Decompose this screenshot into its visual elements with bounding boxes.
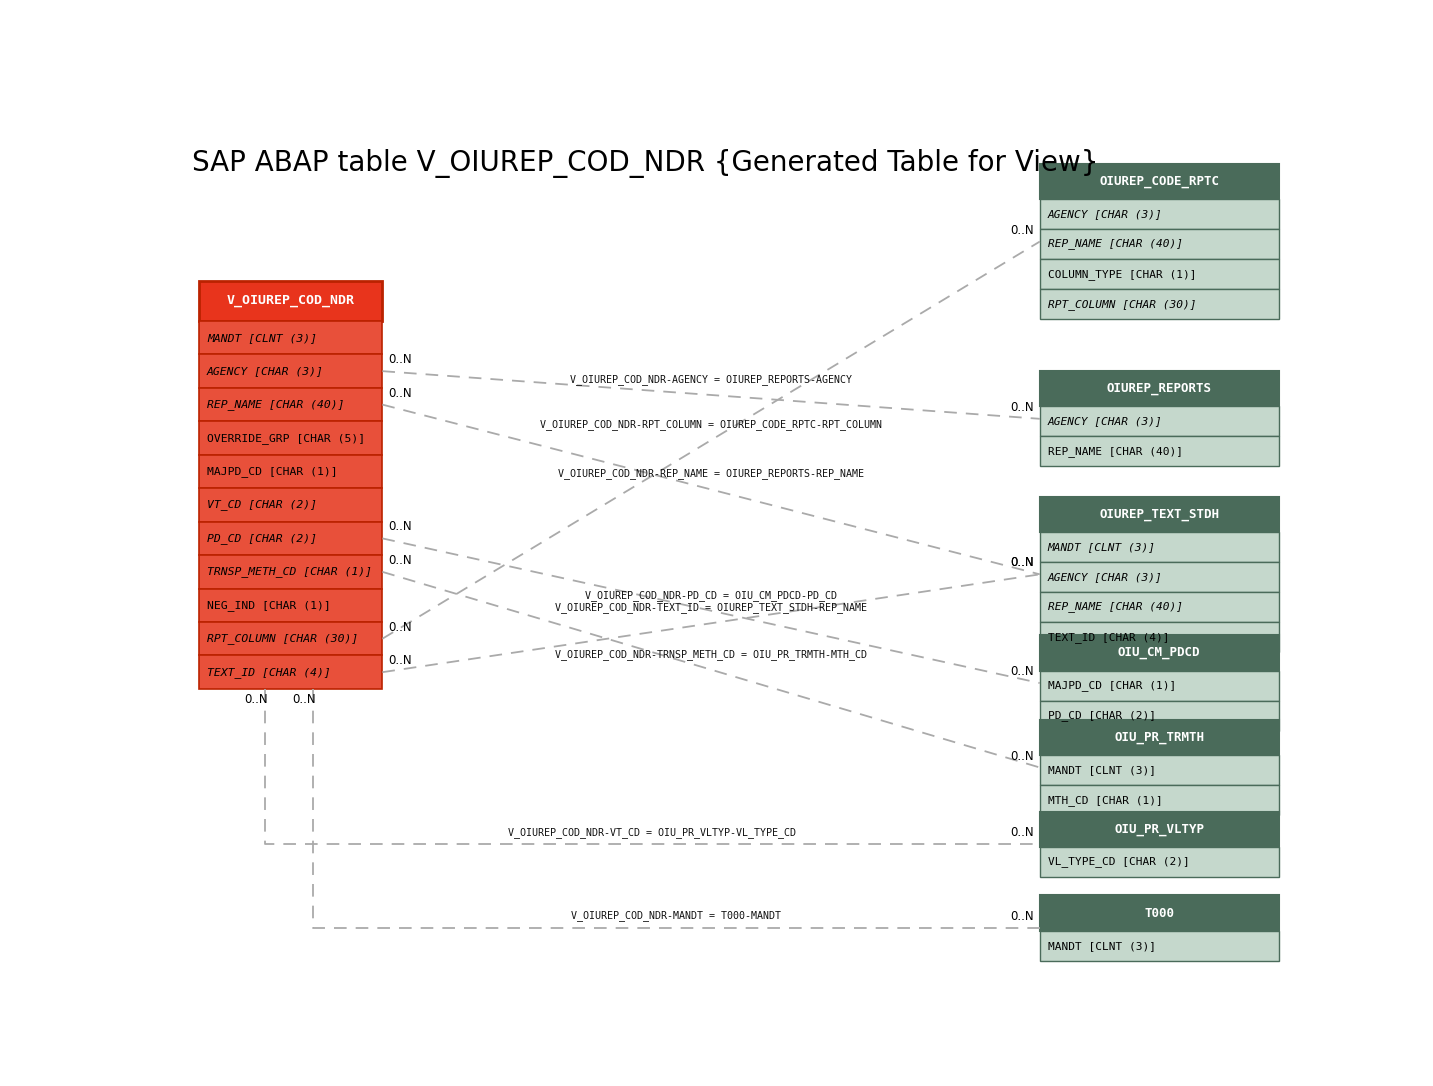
Text: MAJPD_CD [CHAR (1)]: MAJPD_CD [CHAR (1)] [206, 466, 338, 477]
Text: OIU_PR_TRMTH: OIU_PR_TRMTH [1115, 731, 1204, 744]
Text: MANDT [CLNT (3)]: MANDT [CLNT (3)] [206, 332, 317, 343]
Text: 0..N: 0..N [388, 621, 411, 634]
Text: 0..N: 0..N [245, 693, 268, 706]
FancyBboxPatch shape [1040, 670, 1278, 700]
Text: 0..N: 0..N [1010, 910, 1035, 923]
Text: T000: T000 [1144, 907, 1174, 920]
FancyBboxPatch shape [1040, 847, 1278, 877]
FancyBboxPatch shape [199, 489, 383, 521]
Text: V_OIUREP_COD_NDR-AGENCY = OIUREP_REPORTS-AGENCY: V_OIUREP_COD_NDR-AGENCY = OIUREP_REPORTS… [570, 374, 853, 384]
FancyBboxPatch shape [1040, 437, 1278, 467]
FancyBboxPatch shape [1040, 635, 1278, 670]
FancyBboxPatch shape [199, 589, 383, 622]
Text: PD_CD [CHAR (2)]: PD_CD [CHAR (2)] [1048, 710, 1155, 721]
FancyBboxPatch shape [1040, 199, 1278, 229]
FancyBboxPatch shape [1040, 812, 1278, 847]
Text: MANDT [CLNT (3)]: MANDT [CLNT (3)] [1048, 542, 1155, 552]
Text: AGENCY [CHAR (3)]: AGENCY [CHAR (3)] [1048, 572, 1162, 582]
Text: V_OIUREP_COD_NDR: V_OIUREP_COD_NDR [226, 294, 355, 307]
FancyBboxPatch shape [199, 421, 383, 455]
Text: RPT_COLUMN [CHAR (30)]: RPT_COLUMN [CHAR (30)] [1048, 299, 1197, 310]
FancyBboxPatch shape [1040, 289, 1278, 319]
Text: 0..N: 0..N [1010, 556, 1035, 569]
Text: SAP ABAP table V_OIUREP_COD_NDR {Generated Table for View}: SAP ABAP table V_OIUREP_COD_NDR {Generat… [192, 149, 1099, 178]
Text: RPT_COLUMN [CHAR (30)]: RPT_COLUMN [CHAR (30)] [206, 633, 358, 644]
FancyBboxPatch shape [1040, 896, 1278, 931]
Text: TRNSP_METH_CD [CHAR (1)]: TRNSP_METH_CD [CHAR (1)] [206, 567, 373, 578]
FancyBboxPatch shape [1040, 561, 1278, 592]
Text: V_OIUREP_COD_NDR-PD_CD = OIU_CM_PDCD-PD_CD: V_OIUREP_COD_NDR-PD_CD = OIU_CM_PDCD-PD_… [585, 590, 837, 601]
Text: V_OIUREP_COD_NDR-RPT_COLUMN = OIUREP_CODE_RPTC-RPT_COLUMN: V_OIUREP_COD_NDR-RPT_COLUMN = OIUREP_COD… [540, 419, 883, 430]
Text: 0..N: 0..N [388, 654, 411, 667]
FancyBboxPatch shape [199, 388, 383, 421]
Text: COLUMN_TYPE [CHAR (1)]: COLUMN_TYPE [CHAR (1)] [1048, 268, 1197, 279]
Text: V_OIUREP_COD_NDR-TEXT_ID = OIUREP_TEXT_STDH-REP_NAME: V_OIUREP_COD_NDR-TEXT_ID = OIUREP_TEXT_S… [555, 603, 867, 614]
FancyBboxPatch shape [1040, 532, 1278, 561]
FancyBboxPatch shape [1040, 260, 1278, 289]
Text: V_OIUREP_COD_NDR-TRNSP_METH_CD = OIU_PR_TRMTH-MTH_CD: V_OIUREP_COD_NDR-TRNSP_METH_CD = OIU_PR_… [555, 648, 867, 659]
Text: OIU_PR_VLTYP: OIU_PR_VLTYP [1115, 823, 1204, 836]
FancyBboxPatch shape [199, 455, 383, 489]
Text: AGENCY [CHAR (3)]: AGENCY [CHAR (3)] [206, 366, 324, 376]
Text: 0..N: 0..N [388, 520, 411, 533]
FancyBboxPatch shape [1040, 592, 1278, 622]
Text: PD_CD [CHAR (2)]: PD_CD [CHAR (2)] [206, 533, 317, 544]
FancyBboxPatch shape [199, 656, 383, 689]
Text: REP_NAME [CHAR (40)]: REP_NAME [CHAR (40)] [206, 400, 344, 411]
Text: 0..N: 0..N [388, 353, 411, 366]
Text: REP_NAME [CHAR (40)]: REP_NAME [CHAR (40)] [1048, 602, 1182, 613]
FancyBboxPatch shape [199, 622, 383, 656]
Text: MANDT [CLNT (3)]: MANDT [CLNT (3)] [1048, 765, 1155, 775]
Text: 0..N: 0..N [292, 693, 315, 706]
Text: 0..N: 0..N [1010, 665, 1035, 678]
FancyBboxPatch shape [1040, 755, 1278, 785]
FancyBboxPatch shape [199, 281, 383, 321]
Text: OIUREP_REPORTS: OIUREP_REPORTS [1106, 382, 1212, 395]
Text: OIUREP_CODE_RPTC: OIUREP_CODE_RPTC [1099, 175, 1219, 188]
FancyBboxPatch shape [1040, 496, 1278, 532]
FancyBboxPatch shape [1040, 622, 1278, 652]
Text: V_OIUREP_COD_NDR-VT_CD = OIU_PR_VLTYP-VL_TYPE_CD: V_OIUREP_COD_NDR-VT_CD = OIU_PR_VLTYP-VL… [509, 826, 797, 837]
FancyBboxPatch shape [1040, 164, 1278, 199]
Text: 0..N: 0..N [1010, 556, 1035, 569]
Text: OIUREP_TEXT_STDH: OIUREP_TEXT_STDH [1099, 507, 1219, 520]
FancyBboxPatch shape [1040, 406, 1278, 437]
FancyBboxPatch shape [199, 555, 383, 589]
Text: OIU_CM_PDCD: OIU_CM_PDCD [1118, 646, 1201, 659]
Text: VL_TYPE_CD [CHAR (2)]: VL_TYPE_CD [CHAR (2)] [1048, 857, 1189, 868]
FancyBboxPatch shape [1040, 229, 1278, 260]
Text: V_OIUREP_COD_NDR-REP_NAME = OIUREP_REPORTS-REP_NAME: V_OIUREP_COD_NDR-REP_NAME = OIUREP_REPOR… [557, 468, 864, 479]
FancyBboxPatch shape [1040, 371, 1278, 406]
Text: 0..N: 0..N [388, 554, 411, 567]
Text: AGENCY [CHAR (3)]: AGENCY [CHAR (3)] [1048, 416, 1162, 427]
Text: REP_NAME [CHAR (40)]: REP_NAME [CHAR (40)] [1048, 446, 1182, 457]
Text: 0..N: 0..N [388, 387, 411, 400]
Text: AGENCY [CHAR (3)]: AGENCY [CHAR (3)] [1048, 209, 1162, 219]
Text: 0..N: 0..N [1010, 401, 1035, 414]
Text: MTH_CD [CHAR (1)]: MTH_CD [CHAR (1)] [1048, 795, 1162, 806]
Text: OVERRIDE_GRP [CHAR (5)]: OVERRIDE_GRP [CHAR (5)] [206, 432, 365, 443]
Text: V_OIUREP_COD_NDR-MANDT = T000-MANDT: V_OIUREP_COD_NDR-MANDT = T000-MANDT [572, 910, 781, 921]
FancyBboxPatch shape [199, 321, 383, 354]
Text: TEXT_ID [CHAR (4)]: TEXT_ID [CHAR (4)] [206, 667, 331, 678]
Text: MANDT [CLNT (3)]: MANDT [CLNT (3)] [1048, 940, 1155, 950]
FancyBboxPatch shape [199, 354, 383, 388]
Text: TEXT_ID [CHAR (4)]: TEXT_ID [CHAR (4)] [1048, 632, 1169, 643]
FancyBboxPatch shape [1040, 931, 1278, 961]
FancyBboxPatch shape [1040, 700, 1278, 731]
Text: 0..N: 0..N [1010, 749, 1035, 762]
Text: MAJPD_CD [CHAR (1)]: MAJPD_CD [CHAR (1)] [1048, 680, 1176, 691]
Text: VT_CD [CHAR (2)]: VT_CD [CHAR (2)] [206, 500, 317, 510]
Text: NEG_IND [CHAR (1)]: NEG_IND [CHAR (1)] [206, 599, 331, 610]
FancyBboxPatch shape [1040, 720, 1278, 755]
FancyBboxPatch shape [1040, 785, 1278, 816]
Text: REP_NAME [CHAR (40)]: REP_NAME [CHAR (40)] [1048, 239, 1182, 250]
Text: 0..N: 0..N [1010, 224, 1035, 237]
Text: 0..N: 0..N [1010, 826, 1035, 839]
FancyBboxPatch shape [199, 521, 383, 555]
